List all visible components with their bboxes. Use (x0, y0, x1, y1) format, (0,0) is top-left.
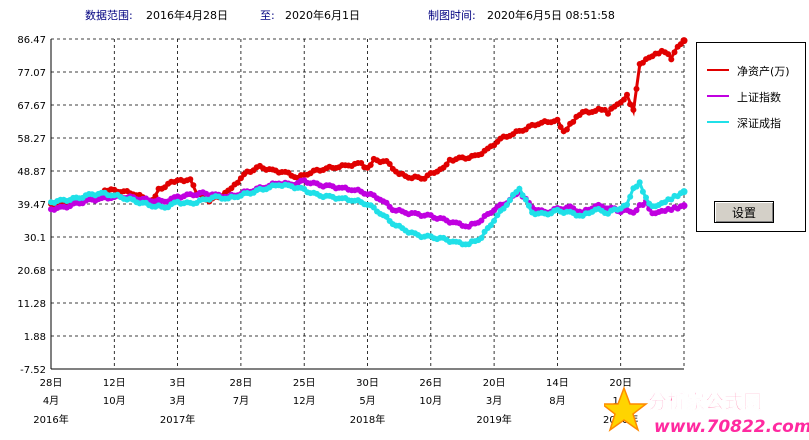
series-point-0 (671, 49, 678, 56)
series-point-0 (386, 161, 393, 167)
x-tick-day: 12日 (103, 378, 126, 389)
watermark-url: www.70822.com (654, 417, 809, 437)
series-point-0 (443, 161, 450, 168)
chart-header: 数据范围: 2016年4月28日 至: 2020年6月1日 制图时间: 2020… (0, 0, 809, 26)
y-tick-label: 39.47 (17, 200, 46, 211)
y-tick-label: 77.07 (17, 68, 46, 79)
x-tick-month: 12月 (293, 395, 316, 407)
series-point-0 (563, 126, 570, 133)
made-time: 2020年6月5日 08:51:58 (487, 9, 615, 22)
legend: 净资产(万) 上证指数 深证成指 设置 (696, 42, 806, 232)
legend-swatch-net-assets (707, 69, 729, 71)
x-tick-day: 25日 (293, 378, 316, 389)
y-tick-label: -7.52 (20, 365, 46, 376)
series-point-1 (633, 207, 640, 214)
series-point-0 (234, 179, 241, 186)
x-tick-month: 5月 (359, 395, 375, 407)
x-tick-month: 3月 (486, 395, 502, 407)
x-tick-month: 10月 (103, 395, 126, 407)
series-point-0 (570, 118, 577, 125)
series-point-2 (491, 217, 498, 224)
series-point-0 (187, 176, 194, 183)
x-tick-day: 28日 (230, 378, 253, 389)
y-tick-label: 58.27 (17, 134, 46, 145)
series-point-0 (190, 182, 197, 189)
series-point-2 (487, 222, 494, 229)
x-tick-month: 7月 (233, 395, 249, 407)
series-point-2 (643, 194, 649, 201)
legend-swatch-shenzhen (707, 121, 729, 123)
series-point-2 (506, 197, 513, 204)
legend-label-net-assets: 净资产(万) (737, 65, 790, 78)
series-point-2 (494, 212, 501, 219)
series-point-2 (478, 235, 485, 241)
series-point-0 (605, 110, 611, 117)
series-point-0 (668, 56, 675, 63)
series-point-2 (522, 196, 529, 203)
y-tick-label: 67.67 (17, 101, 46, 112)
y-tick-label: 11.28 (17, 299, 46, 310)
watermark-title: 分析家公式网 (648, 390, 762, 413)
x-tick-day: 20日 (483, 378, 506, 389)
x-tick-year: 2017年 (160, 413, 195, 426)
start-date: 2016年4月28日 (146, 9, 228, 22)
series-point-0 (237, 175, 244, 182)
made-time-label: 制图时间: (428, 9, 476, 22)
series-point-0 (620, 96, 627, 103)
watermark-logo: 分析家公式网 www.70822.com (604, 385, 809, 437)
x-tick-year: 2018年 (350, 413, 385, 426)
series-point-2 (525, 202, 532, 209)
series-point-0 (557, 124, 564, 130)
to-label: 至: (260, 9, 275, 22)
x-tick-month: 4月 (43, 395, 59, 407)
series-point-2 (624, 201, 630, 208)
series-point-0 (627, 101, 634, 108)
series-point-2 (639, 188, 646, 195)
series-point-2 (370, 204, 377, 211)
y-tick-label: 48.87 (17, 167, 46, 178)
x-tick-month: 10月 (419, 395, 442, 407)
x-tick-day: 20日 (609, 378, 632, 389)
series-point-0 (554, 116, 561, 123)
y-tick-label: 1.88 (24, 332, 46, 343)
series-point-2 (383, 213, 390, 220)
series-point-1 (478, 217, 485, 224)
series-point-2 (680, 188, 688, 196)
x-tick-day: 28日 (40, 378, 63, 389)
series-point-2 (636, 179, 643, 186)
y-tick-label: 30.1 (24, 233, 46, 244)
series-point-0 (633, 85, 640, 92)
series-point-0 (624, 91, 630, 98)
series-point-1 (383, 199, 390, 206)
x-tick-year: 2016年 (33, 413, 68, 426)
x-tick-month: 8月 (549, 395, 565, 407)
series-point-0 (630, 106, 637, 113)
legend-swatch-shanghai (707, 95, 729, 97)
y-tick-label: 86.47 (17, 35, 46, 46)
y-tick-label: 20.68 (17, 266, 46, 277)
x-tick-day: 3日 (169, 378, 185, 389)
series-point-2 (503, 202, 510, 208)
range-label: 数据范围: (85, 9, 133, 22)
series-point-0 (680, 37, 688, 45)
series-point-0 (358, 160, 365, 166)
series-point-2 (516, 185, 523, 192)
x-tick-year: 2019年 (476, 413, 511, 426)
x-tick-month: 3月 (169, 395, 185, 407)
series-point-2 (519, 192, 526, 199)
legend-label-shenzhen: 深证成指 (737, 117, 781, 130)
x-tick-day: 14日 (546, 378, 569, 389)
legend-label-shanghai: 上证指数 (737, 91, 781, 104)
settings-button[interactable]: 设置 (714, 201, 774, 223)
star-icon (604, 385, 649, 432)
x-tick-day: 26日 (419, 378, 442, 389)
x-tick-day: 30日 (356, 378, 379, 389)
series-point-1 (680, 202, 688, 210)
series-point-0 (665, 51, 672, 58)
series-point-2 (627, 193, 634, 200)
end-date: 2020年6月1日 (285, 9, 360, 22)
series-point-0 (367, 162, 374, 168)
series-point-2 (633, 183, 640, 190)
